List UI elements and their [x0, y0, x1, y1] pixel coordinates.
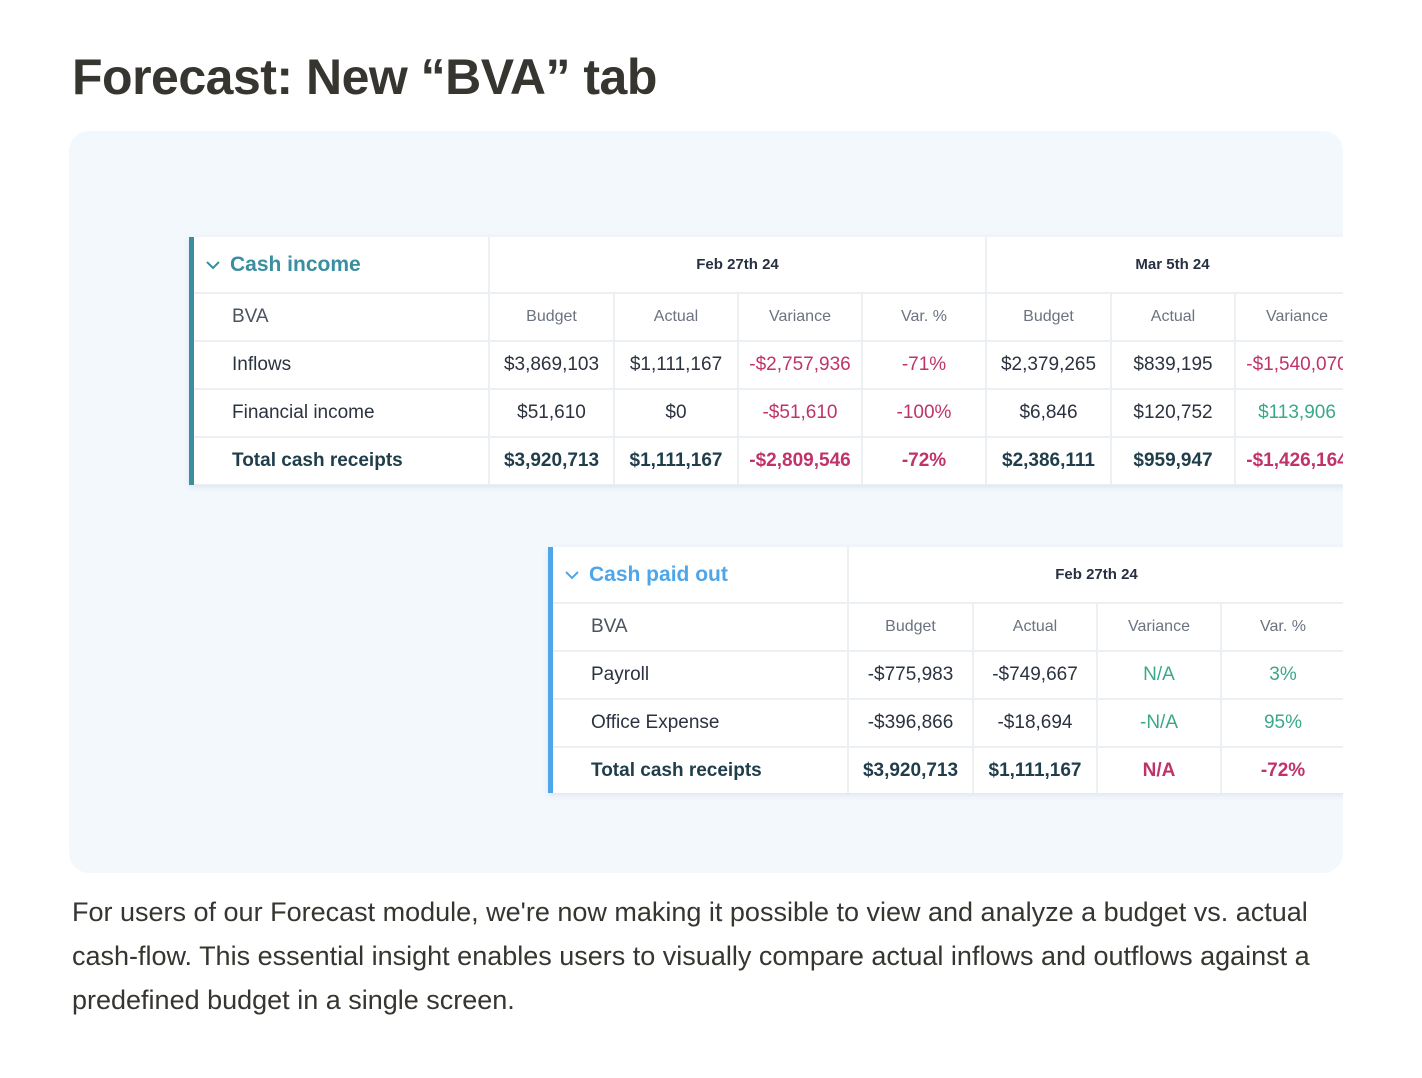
- column-header: Actual: [613, 292, 739, 342]
- table-cell: -$775,983: [847, 650, 974, 700]
- row-label: Total cash receipts: [194, 436, 490, 485]
- cash-income-title: Cash income: [230, 252, 361, 276]
- description-paragraph: For users of our Forecast module, we're …: [72, 897, 1310, 1015]
- cash-paid-out-table: Cash paid out Feb 27th 24 BVA Budget Act…: [553, 547, 1343, 793]
- chevron-down-icon: [206, 260, 220, 269]
- total-row: Total cash receipts $3,920,713 $1,111,16…: [194, 436, 1343, 485]
- table-cell: -100%: [861, 388, 987, 438]
- cash-income-toggle[interactable]: Cash income: [194, 237, 490, 294]
- table-cell: -$2,757,936: [737, 340, 863, 390]
- table-cell: -$18,694: [972, 698, 1098, 748]
- table-cell: $2,379,265: [985, 340, 1112, 390]
- cash-paid-out-title: Cash paid out: [589, 562, 728, 586]
- table-cell: $1,111,167: [613, 340, 739, 390]
- row-label: Office Expense: [553, 698, 849, 748]
- table-cell: $3,920,713: [488, 436, 615, 485]
- page-title: Forecast: New “BVA” tab: [72, 49, 657, 105]
- table-cell: -72%: [861, 436, 987, 485]
- table-cell: -$749,667: [972, 650, 1098, 700]
- column-header: Variance: [737, 292, 863, 342]
- table-row: Office Expense -$396,866 -$18,694 -N/A 9…: [553, 698, 1343, 748]
- table-cell: -$396,866: [847, 698, 974, 748]
- cash-income-table-card: Cash income Feb 27th 24 Mar 5th 24 BVA B…: [189, 237, 1343, 485]
- hero-illustration: Cash income Feb 27th 24 Mar 5th 24 BVA B…: [69, 131, 1343, 873]
- table-cell: -71%: [861, 340, 987, 390]
- table-cell: $839,195: [1110, 340, 1236, 390]
- column-header: Budget: [847, 602, 974, 652]
- table-cell: 95%: [1220, 698, 1343, 748]
- total-row: Total cash receipts $3,920,713 $1,111,16…: [553, 746, 1343, 793]
- table-cell: $113,906: [1234, 388, 1343, 438]
- bva-header: BVA: [194, 292, 490, 342]
- column-header: Var. %: [1220, 602, 1343, 652]
- table-row: Payroll -$775,983 -$749,667 N/A 3%: [553, 650, 1343, 700]
- table-cell: $3,869,103: [488, 340, 615, 390]
- table-cell: -$51,610: [737, 388, 863, 438]
- table-cell: -N/A: [1096, 698, 1222, 748]
- table-cell: $6,846: [985, 388, 1112, 438]
- column-header: Budget: [985, 292, 1112, 342]
- date-header: Feb 27th 24: [488, 237, 987, 294]
- table-cell: $3,920,713: [847, 746, 974, 793]
- table-cell: $0: [613, 388, 739, 438]
- table-cell: $959,947: [1110, 436, 1236, 485]
- table-row: Financial income $51,610 $0 -$51,610 -10…: [194, 388, 1343, 438]
- row-label: Payroll: [553, 650, 849, 700]
- table-cell: $2,386,111: [985, 436, 1112, 485]
- table-cell: N/A: [1096, 650, 1222, 700]
- table-cell: -72%: [1220, 746, 1343, 793]
- table-cell: 3%: [1220, 650, 1343, 700]
- table-cell: N/A: [1096, 746, 1222, 793]
- cash-income-table: Cash income Feb 27th 24 Mar 5th 24 BVA B…: [194, 237, 1343, 485]
- column-header: Actual: [972, 602, 1098, 652]
- table-cell: -$2,809,546: [737, 436, 863, 485]
- row-label: Total cash receipts: [553, 746, 849, 793]
- table-cell: $1,111,167: [613, 436, 739, 485]
- column-header: Actual: [1110, 292, 1236, 342]
- date-header: Feb 27th 24: [847, 547, 1343, 604]
- column-header: Variance: [1096, 602, 1222, 652]
- chevron-down-icon: [565, 570, 579, 579]
- column-header: Budget: [488, 292, 615, 342]
- bva-header: BVA: [553, 602, 849, 652]
- table-cell: -$1,540,070: [1234, 340, 1343, 390]
- cash-paid-out-table-card: Cash paid out Feb 27th 24 BVA Budget Act…: [548, 547, 1343, 793]
- table-row: Inflows $3,869,103 $1,111,167 -$2,757,93…: [194, 340, 1343, 390]
- table-cell: -$1,426,164: [1234, 436, 1343, 485]
- column-header: Variance: [1234, 292, 1343, 342]
- row-label: Financial income: [194, 388, 490, 438]
- row-label: Inflows: [194, 340, 490, 390]
- table-cell: $1,111,167: [972, 746, 1098, 793]
- cash-paid-out-toggle[interactable]: Cash paid out: [553, 547, 849, 604]
- column-header: Var. %: [861, 292, 987, 342]
- date-header: Mar 5th 24: [985, 237, 1343, 294]
- table-cell: $120,752: [1110, 388, 1236, 438]
- table-cell: $51,610: [488, 388, 615, 438]
